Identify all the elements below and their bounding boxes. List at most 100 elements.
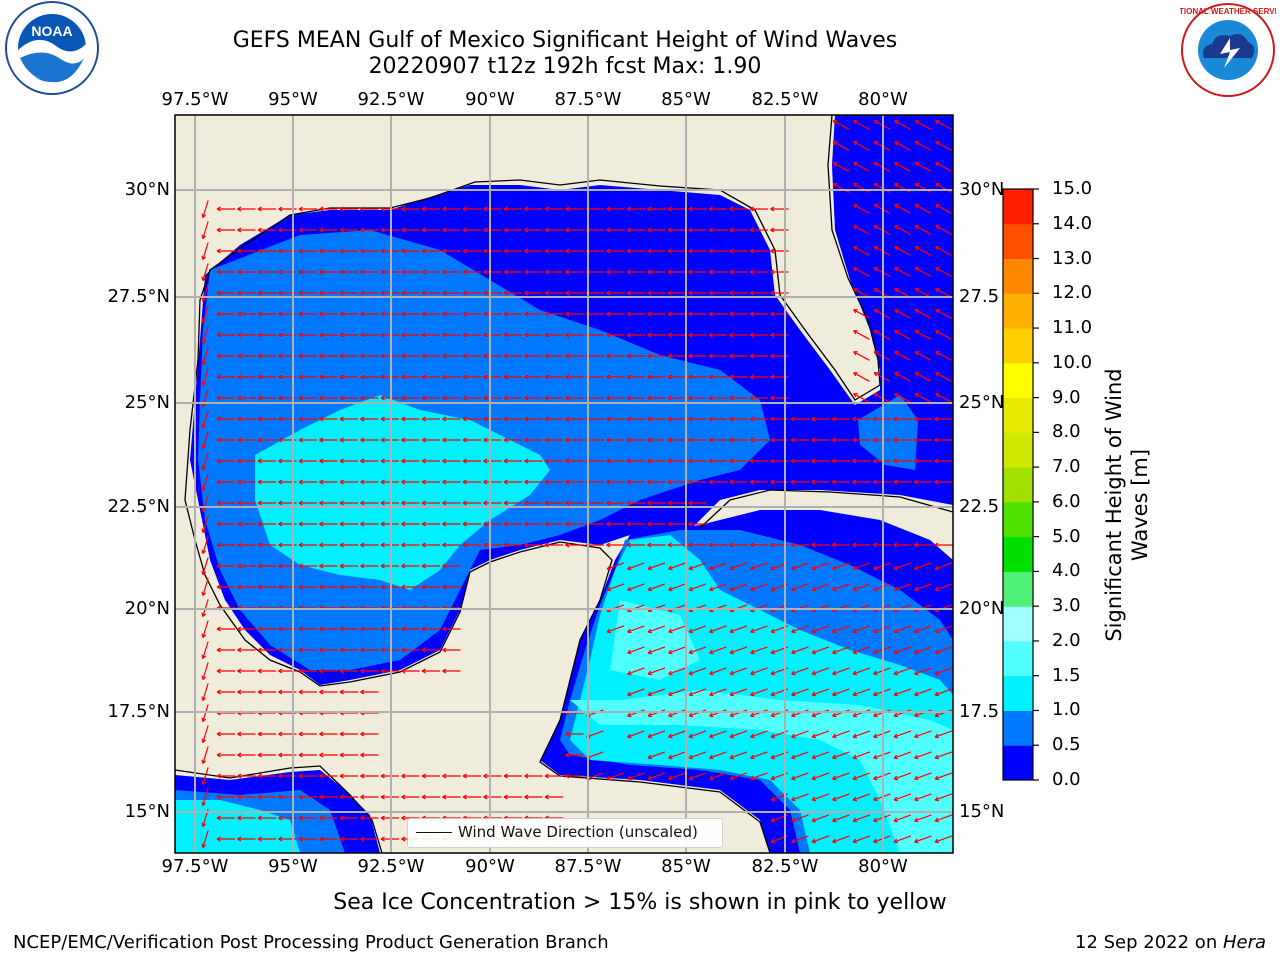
- wind-wave-arrow-head: [708, 206, 713, 212]
- wind-wave-arrow-head: [750, 733, 755, 739]
- wind-wave-arrow-head: [667, 395, 672, 401]
- wind-wave-arrow-head: [790, 479, 795, 485]
- wind-wave-arrow-head: [360, 815, 365, 821]
- wind-wave-arrow: [853, 225, 870, 235]
- wind-wave-arrow: [914, 225, 932, 235]
- wind-wave-arrow: [647, 667, 666, 675]
- wind-wave-arrow-head: [298, 227, 303, 233]
- wind-wave-arrow: [852, 667, 871, 675]
- wind-wave-arrow-head: [237, 626, 242, 632]
- wind-wave-arrow-head: [216, 584, 221, 590]
- wind-wave-arrow-head: [894, 162, 899, 167]
- wind-wave-arrow: [914, 372, 932, 382]
- wind-wave-arrow-head: [708, 311, 713, 317]
- wind-wave-arrow-head: [216, 395, 221, 401]
- wind-wave-arrow-head: [811, 754, 817, 760]
- wind-wave-arrow-head: [914, 330, 920, 335]
- wind-wave-arrow-head: [729, 712, 735, 718]
- wind-wave-arrow-head: [237, 437, 242, 443]
- wind-wave-arrow-head: [216, 269, 221, 275]
- wind-wave-arrow: [202, 788, 209, 806]
- wind-wave-arrow-head: [237, 521, 242, 527]
- wind-wave-arrow: [914, 688, 932, 696]
- wind-wave-arrow: [586, 730, 604, 738]
- wind-wave-arrow: [709, 583, 727, 591]
- wind-wave-arrow-head: [503, 395, 508, 401]
- wind-wave-arrow-head: [914, 162, 920, 167]
- wind-wave-arrow-head: [729, 565, 735, 571]
- wind-wave-arrow-head: [503, 206, 508, 212]
- wind-wave-arrow-head: [750, 649, 755, 655]
- wind-wave-arrow-head: [524, 311, 529, 317]
- wind-wave-arrow-head: [688, 565, 694, 571]
- wind-wave-arrow-head: [770, 206, 775, 212]
- coastline-mexico: [184, 499, 771, 853]
- colorbar-segment: [1003, 328, 1033, 364]
- wind-wave-arrow-head: [319, 689, 324, 695]
- wind-wave-arrow: [668, 772, 686, 780]
- wind-wave-arrow-head: [278, 689, 283, 695]
- colorbar-segment: [1003, 293, 1033, 329]
- wind-wave-arrow: [647, 625, 666, 633]
- wind-wave-arrow-head: [201, 717, 207, 723]
- wind-wave-arrow-head: [893, 542, 898, 548]
- wind-wave-arrow: [893, 625, 912, 633]
- wind-wave-arrow-head: [360, 752, 365, 758]
- wind-wave-arrow-head: [360, 269, 365, 275]
- wind-wave-arrow-head: [749, 437, 754, 443]
- wind-wave-arrow-head: [667, 437, 672, 443]
- wind-wave-arrow-head: [811, 437, 816, 443]
- wind-wave-arrow-head: [729, 311, 734, 317]
- wind-wave-arrow-head: [298, 374, 303, 380]
- wind-wave-arrow-head: [462, 332, 467, 338]
- wind-wave-arrow-head: [360, 647, 365, 653]
- wind-wave-arrow-head: [278, 437, 283, 443]
- wind-wave-arrow: [688, 667, 707, 675]
- wind-wave-arrow: [852, 583, 871, 591]
- wind-wave-arrow-head: [565, 227, 570, 233]
- wind-wave-arrow-head: [524, 332, 529, 338]
- wind-wave-arrow-head: [894, 393, 899, 398]
- gulf-band-1.0-1.5: [255, 395, 550, 590]
- wind-wave-arrow-head: [483, 290, 488, 296]
- wind-wave-arrow-head: [872, 416, 877, 422]
- wind-wave-arrow-head: [298, 731, 303, 737]
- wind-wave-arrow-head: [442, 206, 447, 212]
- lat-label-left: 25°N: [124, 392, 170, 413]
- wind-wave-arrow-head: [565, 773, 570, 779]
- wind-wave-arrow-head: [237, 794, 242, 800]
- wind-wave-arrow-head: [298, 542, 303, 548]
- wind-wave-arrow-head: [442, 290, 447, 296]
- wind-wave-arrow-head: [298, 332, 303, 338]
- wind-wave-arrow-head: [483, 479, 488, 485]
- wind-wave-arrow-head: [708, 332, 713, 338]
- wind-wave-arrow-head: [791, 796, 796, 802]
- wind-wave-arrow-head: [237, 647, 242, 653]
- wind-wave-arrow-head: [667, 206, 672, 212]
- wind-wave-arrow-head: [873, 628, 878, 634]
- wind-wave-arrow-head: [914, 120, 920, 125]
- wind-wave-arrow: [202, 200, 209, 218]
- wind-wave-arrow-head: [201, 801, 207, 807]
- wind-wave-arrow-head: [380, 353, 385, 359]
- wind-wave-arrow-head: [853, 330, 858, 335]
- wind-wave-arrow-head: [339, 752, 344, 758]
- wind-wave-arrow-head: [339, 395, 344, 401]
- wind-wave-arrow-head: [853, 225, 858, 230]
- wind-wave-arrow-head: [934, 775, 940, 781]
- wind-wave-arrow-head: [770, 269, 775, 275]
- wind-wave-arrow: [914, 583, 932, 591]
- wind-wave-arrow-head: [811, 691, 817, 697]
- wind-wave-arrow: [729, 772, 748, 780]
- legend-label: Wind Wave Direction (unscaled): [458, 823, 698, 841]
- wind-wave-arrow: [914, 288, 932, 298]
- wind-wave-arrow-head: [421, 395, 426, 401]
- wind-wave-arrow-head: [565, 542, 570, 548]
- wind-wave-arrow-head: [914, 586, 919, 592]
- wind-wave-arrow-head: [421, 626, 426, 632]
- map-legend: Wind Wave Direction (unscaled): [407, 818, 723, 848]
- wind-wave-arrow-head: [524, 521, 529, 527]
- wind-wave-arrow: [894, 309, 911, 319]
- wind-wave-arrow-head: [237, 227, 242, 233]
- wind-wave-arrow-head: [831, 479, 836, 485]
